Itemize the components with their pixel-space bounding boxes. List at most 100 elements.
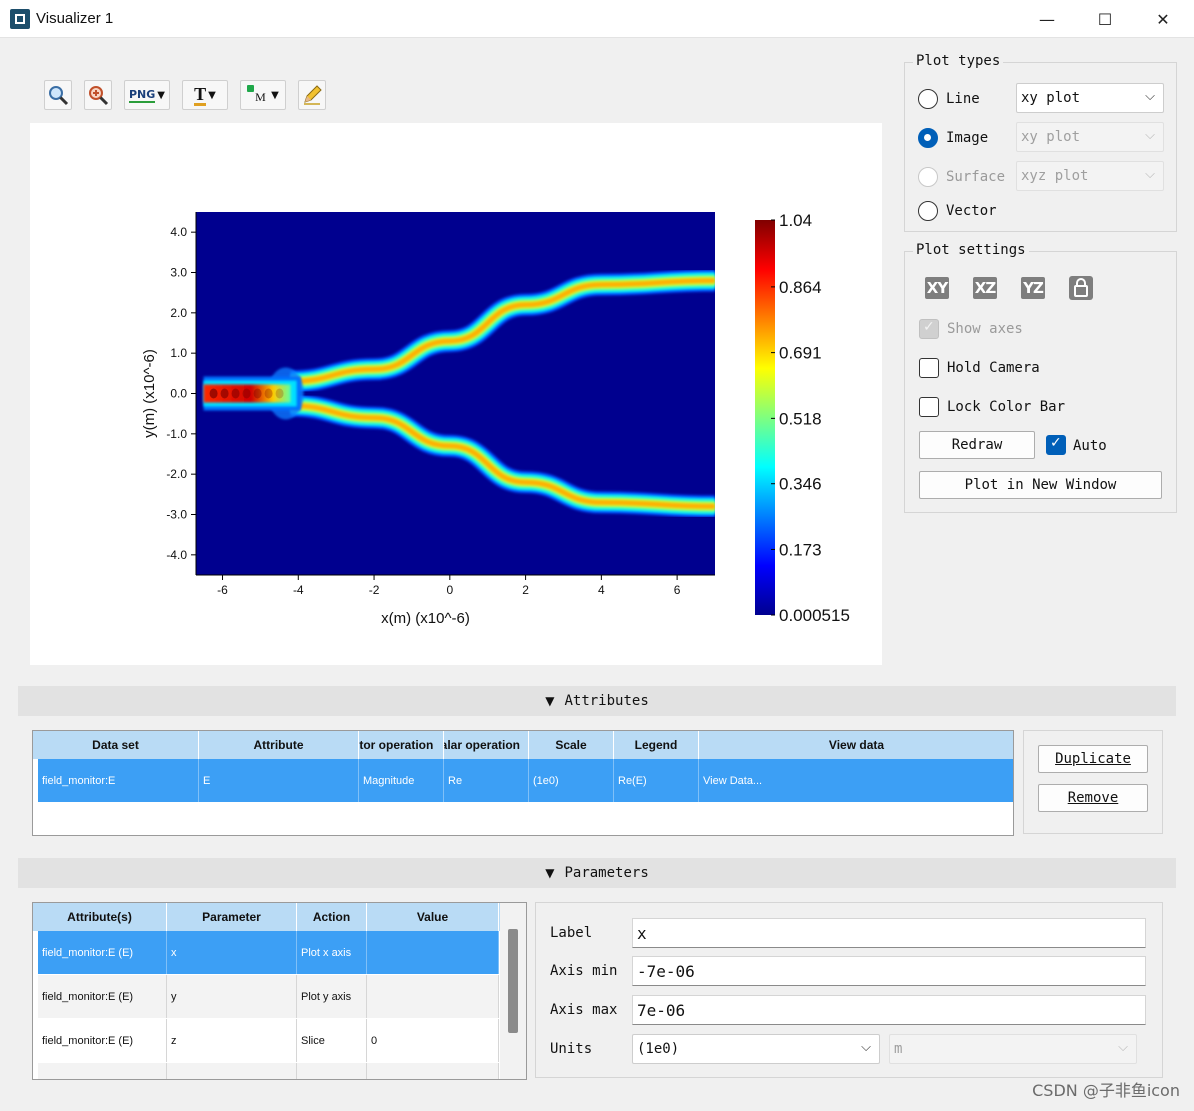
units-scale-select[interactable]: (1e0) ⌵ [632, 1034, 880, 1064]
lock-color-bar-label[interactable]: Lock Color Bar [947, 399, 1066, 415]
table-cell[interactable]: Re [444, 759, 529, 802]
zoom-reset-button[interactable] [84, 80, 112, 110]
chevron-down-icon: ⌵ [1118, 1040, 1128, 1055]
table-cell[interactable]: Plot y axis [297, 975, 367, 1018]
x-tick-label: 0 [446, 583, 453, 597]
axis-min-label: Axis min [550, 963, 618, 979]
lock-color-bar-checkbox[interactable] [919, 397, 939, 417]
hold-camera-label[interactable]: Hold Camera [947, 360, 1040, 376]
attributes-table[interactable]: Data set Attribute Vector operation Scal… [32, 730, 1014, 836]
image-label[interactable]: Image [946, 130, 989, 146]
label-field-label: Label [550, 925, 593, 941]
parameters-table[interactable]: Attribute(s) Parameter Action Value fiel… [32, 902, 527, 1080]
watermark: CSDN @子非鱼icon [1032, 1081, 1180, 1100]
table-row[interactable]: field_monitor:E (E) lambda Slice [38, 1063, 499, 1079]
duplicate-button[interactable]: Duplicate [1038, 745, 1148, 773]
png-icon: PNG [129, 87, 156, 103]
plot-settings-group: Plot settings XY XZ YZ ✓ Show axes Hold … [904, 242, 1177, 513]
marker-icon: M [247, 85, 269, 105]
table-cell[interactable]: Slice [297, 1063, 367, 1079]
units-unit-select: m ⌵ [889, 1034, 1137, 1064]
chevron-down-icon: ⌵ [1145, 167, 1155, 182]
chevron-down-icon: ▼ [271, 89, 279, 101]
table-cell[interactable]: Re(E) [614, 759, 699, 802]
line-label[interactable]: Line [946, 91, 980, 107]
column-header[interactable]: Legend [614, 731, 699, 759]
image-radio[interactable] [918, 128, 938, 148]
column-header[interactable]: Scale [529, 731, 614, 759]
table-cell[interactable] [367, 975, 499, 1018]
table-cell[interactable]: 0 [367, 1019, 499, 1062]
parameters-section-header[interactable]: ▼ Parameters [18, 858, 1176, 888]
axis-min-field[interactable]: -7e-06 [632, 956, 1146, 986]
edit-button[interactable] [298, 80, 326, 110]
section-title: Parameters [564, 865, 649, 881]
text-icon: T [194, 83, 207, 106]
table-cell: field_monitor:E [38, 759, 199, 802]
table-cell[interactable]: Magnitude [359, 759, 444, 802]
table-row[interactable]: field_monitor:E (E) x Plot x axis [38, 931, 499, 974]
redraw-button[interactable]: Redraw [919, 431, 1035, 459]
lock-view-button[interactable] [1063, 272, 1099, 304]
view-xy-button[interactable]: XY [919, 272, 955, 304]
show-axes-checkbox: ✓ [919, 319, 939, 339]
line-radio[interactable] [918, 89, 938, 109]
zoom-button[interactable] [44, 80, 72, 110]
column-header[interactable]: Value [367, 903, 499, 931]
column-header[interactable]: Data set [33, 731, 199, 759]
marker-button[interactable]: M ▼ [240, 80, 286, 110]
surface-radio [918, 167, 938, 187]
table-cell: field_monitor:E (E) [38, 1063, 167, 1079]
minimize-button[interactable]: — [1039, 9, 1055, 29]
column-header[interactable]: View data [699, 731, 1013, 759]
colorbar-gradient [755, 220, 775, 615]
vector-label[interactable]: Vector [946, 203, 997, 219]
y-tick-label: -3.0 [166, 508, 187, 522]
plot-in-new-window-button[interactable]: Plot in New Window [919, 471, 1162, 499]
table-cell[interactable]: (1e0) [529, 759, 614, 802]
column-header[interactable]: Attribute [199, 731, 359, 759]
vertical-scrollbar[interactable] [500, 903, 526, 1079]
table-header: Data set Attribute Vector operation Scal… [33, 731, 1013, 759]
auto-checkbox[interactable]: ✓ [1046, 435, 1066, 455]
y-tick-label: -4.0 [166, 548, 187, 562]
table-row[interactable]: field_monitor:E (E) z Slice 0 [38, 1019, 499, 1062]
plot-canvas[interactable]: -6 -4 -2 0 2 4 6 4.0 3.0 2.0 1.0 0.0 -1.0 -2.0 -3.0 -4.… [30, 123, 882, 665]
plot-in-new-window-label: Plot in New Window [964, 477, 1117, 493]
remove-button[interactable]: Remove [1038, 784, 1148, 812]
axis-max-field[interactable]: 7e-06 [632, 995, 1146, 1025]
attributes-section-header[interactable]: ▼ Attributes [18, 686, 1176, 716]
y-tick-label: -1.0 [166, 427, 187, 441]
column-header[interactable]: Vector operation [359, 731, 444, 759]
field-peak [231, 388, 240, 399]
table-cell[interactable] [367, 1063, 499, 1079]
chevron-down-icon: ⌵ [1145, 128, 1155, 143]
table-cell[interactable]: Plot x axis [297, 931, 367, 974]
line-plot-select[interactable]: xy plot ⌵ [1016, 83, 1164, 113]
column-header[interactable]: Parameter [167, 903, 297, 931]
text-annotation-button[interactable]: T ▼ [182, 80, 228, 110]
chevron-down-icon: ▼ [157, 89, 165, 101]
column-header[interactable]: Scalar operation [444, 731, 529, 759]
vector-radio[interactable] [918, 201, 938, 221]
export-png-button[interactable]: PNG ▼ [124, 80, 170, 110]
table-cell[interactable] [367, 931, 499, 974]
hold-camera-checkbox[interactable] [919, 358, 939, 378]
label-field[interactable]: x [632, 918, 1146, 948]
x-tick-label: -2 [369, 583, 380, 597]
scrollbar-thumb[interactable] [508, 929, 518, 1033]
chevron-down-icon: ⌵ [861, 1040, 871, 1055]
view-data-link[interactable]: View Data... [699, 759, 1013, 802]
field-peak [275, 388, 284, 399]
auto-label[interactable]: Auto [1073, 438, 1107, 454]
close-button[interactable]: ✕ [1156, 9, 1170, 29]
view-xz-button[interactable]: XZ [967, 272, 1003, 304]
table-cell[interactable]: Slice [297, 1019, 367, 1062]
column-header[interactable]: Attribute(s) [33, 903, 167, 931]
colorbar-tick-label: 0.346 [779, 475, 822, 494]
table-row[interactable]: field_monitor:E (E) y Plot y axis [38, 975, 499, 1018]
view-yz-button[interactable]: YZ [1015, 272, 1051, 304]
maximize-button[interactable]: ☐ [1097, 9, 1113, 29]
column-header[interactable]: Action [297, 903, 367, 931]
table-row[interactable]: field_monitor:E E Magnitude Re (1e0) Re(… [38, 759, 1013, 802]
